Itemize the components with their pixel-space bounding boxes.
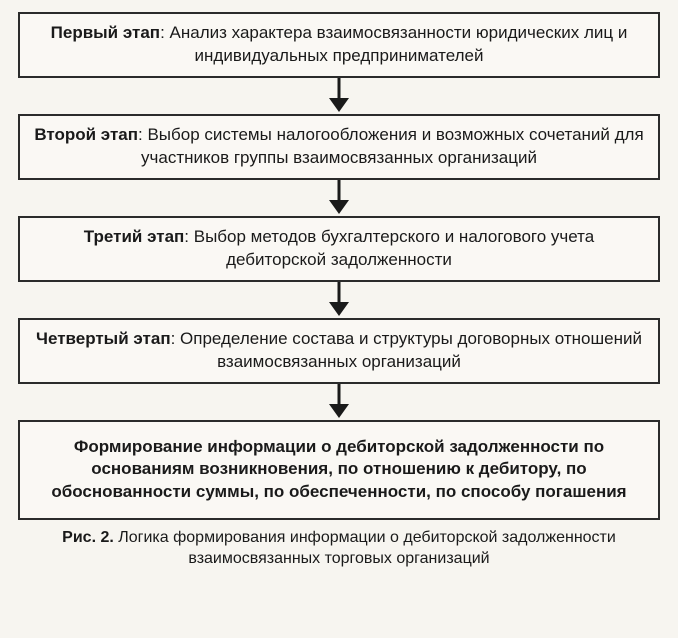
arrow-3 — [325, 282, 353, 318]
stage-text-1: : Анализ характера взаимосвязанности юри… — [160, 23, 627, 65]
arrow-2 — [325, 180, 353, 216]
stage-label-4: Четвертый этап — [36, 329, 171, 348]
arrow-4 — [325, 384, 353, 420]
stage-box-3: Третий этап: Выбор методов бухгалтерског… — [18, 216, 660, 282]
stage-label-3: Третий этап — [84, 227, 185, 246]
figure-caption: Рис. 2. Логика формирования информации о… — [18, 528, 660, 570]
figure-title: Логика формирования информации о дебитор… — [114, 529, 616, 567]
arrow-1 — [325, 78, 353, 114]
final-box: Формирование информации о дебиторской за… — [18, 420, 660, 521]
stage-label-1: Первый этап — [51, 23, 160, 42]
stage-label-2: Второй этап — [34, 125, 138, 144]
stage-text-4: : Определение состава и структуры догово… — [171, 329, 642, 371]
stage-text-3: : Выбор методов бухгалтерского и налогов… — [184, 227, 594, 269]
stage-text-2: : Выбор системы налогообложения и возмож… — [138, 125, 644, 167]
stage-box-2: Второй этап: Выбор системы налогообложен… — [18, 114, 660, 180]
stage-box-1: Первый этап: Анализ характера взаимосвяз… — [18, 12, 660, 78]
stage-box-4: Четвертый этап: Определение состава и ст… — [18, 318, 660, 384]
figure-number: Рис. 2. — [62, 529, 114, 546]
